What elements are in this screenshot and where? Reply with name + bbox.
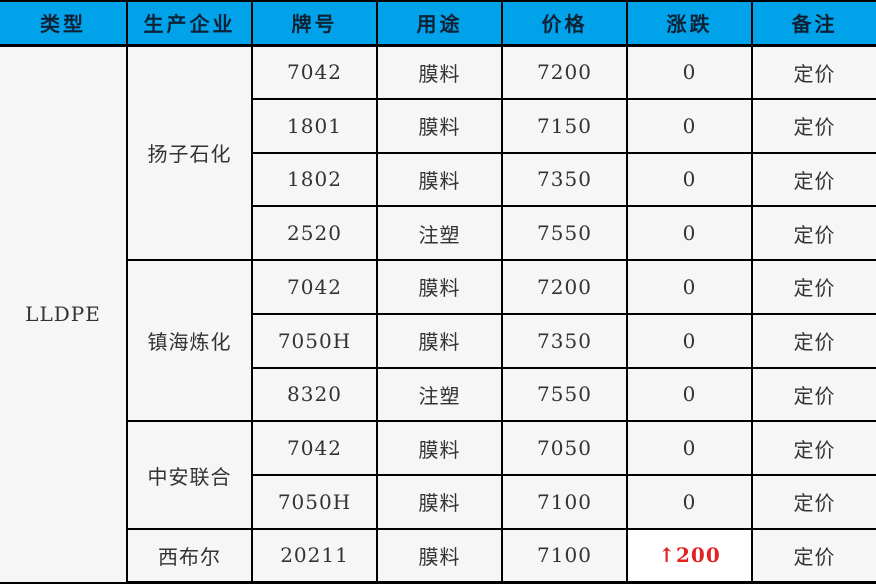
producer-cell: 中安联合 (126, 420, 253, 530)
brand-cell: 7042 (251, 44, 378, 100)
column-header-4: 价格 (501, 0, 628, 47)
use-cell: 膜料 (376, 312, 503, 369)
column-header-6: 备注 (751, 0, 876, 47)
use-cell: 膜料 (376, 420, 503, 476)
brand-cell: 7042 (251, 259, 378, 315)
use-cell: 注塑 (376, 366, 503, 423)
change-cell: 0 (626, 151, 753, 208)
note-cell: 定价 (751, 312, 876, 369)
change-cell: 0 (626, 205, 753, 261)
column-header-5: 涨跌 (626, 0, 753, 47)
table-row: 7050H 膜料 7350 0 定价 (0, 312, 876, 369)
brand-cell: 20211 (251, 527, 378, 584)
table-row: LLDPE 扬子石化 7042 膜料 7200 0 定价 (0, 44, 876, 584)
change-cell: 0 (626, 312, 753, 369)
column-header-0: 类型 (0, 0, 128, 47)
table-row: 中安联合 7042 膜料 7050 0 定价 (0, 420, 876, 530)
brand-cell: 7050H (251, 312, 378, 369)
change-cell: 0 (626, 474, 753, 530)
brand-cell: 7050H (251, 474, 378, 530)
table-body: LLDPE 扬子石化 7042 膜料 7200 0 定价 1801 膜料 7150 0 定价 1802 膜… (0, 44, 876, 584)
table-row: 1802 膜料 7350 0 定价 (0, 151, 876, 208)
change-cell: 0 (626, 420, 753, 476)
change-cell: 0 (626, 259, 753, 315)
change-cell: 0 (626, 44, 753, 100)
brand-cell: 2520 (251, 205, 378, 261)
note-cell: 定价 (751, 259, 876, 315)
note-cell: 定价 (751, 474, 876, 530)
use-cell: 膜料 (376, 97, 503, 154)
price-cell: 7050 (501, 420, 628, 476)
price-cell: 7200 (501, 44, 628, 100)
use-cell: 膜料 (376, 527, 503, 584)
price-cell: 7550 (501, 205, 628, 261)
price-cell: 7100 (501, 527, 628, 584)
change-up-cell: ↑200 (626, 527, 753, 584)
note-cell: 定价 (751, 44, 876, 100)
table-row: 镇海炼化 7042 膜料 7200 0 定价 (0, 258, 876, 423)
change-cell: 0 (626, 97, 753, 154)
header-row: 类型 生产企业 牌号 用途 价格 涨跌 备注 (0, 0, 876, 47)
column-header-3: 用途 (376, 0, 503, 47)
note-cell: 定价 (751, 527, 876, 584)
price-cell: 7100 (501, 474, 628, 530)
change-cell: 0 (626, 366, 753, 423)
brand-cell: 7042 (251, 420, 378, 476)
brand-cell: 8320 (251, 366, 378, 423)
brand-cell: 1802 (251, 151, 378, 208)
note-cell: 定价 (751, 420, 876, 476)
producer-cell: 西布尔 (126, 527, 253, 584)
table-row: 7050H 膜料 7100 0 定价 (0, 474, 876, 530)
use-cell: 膜料 (376, 44, 503, 100)
table-row: 1801 膜料 7150 0 定价 (0, 97, 876, 154)
price-cell: 7350 (501, 312, 628, 369)
price-cell: 7200 (501, 259, 628, 315)
note-cell: 定价 (751, 97, 876, 154)
table-header: 类型 生产企业 牌号 用途 价格 涨跌 备注 (0, 0, 876, 47)
note-cell: 定价 (751, 366, 876, 423)
producer-cell: 扬子石化 (126, 44, 253, 261)
note-cell: 定价 (751, 205, 876, 261)
type-cell: LLDPE (0, 44, 128, 584)
producer-cell: 镇海炼化 (126, 258, 253, 423)
note-cell: 定价 (751, 151, 876, 208)
price-cell: 7350 (501, 151, 628, 208)
price-cell: 7550 (501, 366, 628, 423)
column-header-1: 生产企业 (126, 0, 253, 47)
brand-cell: 1801 (251, 97, 378, 154)
column-header-2: 牌号 (251, 0, 378, 47)
table-row: 2520 注塑 7550 0 定价 (0, 205, 876, 261)
table-row: 8320 注塑 7550 0 定价 (0, 366, 876, 423)
table-row: 西布尔 20211 膜料 7100 ↑200 定价 (0, 527, 876, 584)
use-cell: 注塑 (376, 205, 503, 261)
use-cell: 膜料 (376, 474, 503, 530)
use-cell: 膜料 (376, 259, 503, 315)
price-cell: 7150 (501, 97, 628, 154)
use-cell: 膜料 (376, 151, 503, 208)
